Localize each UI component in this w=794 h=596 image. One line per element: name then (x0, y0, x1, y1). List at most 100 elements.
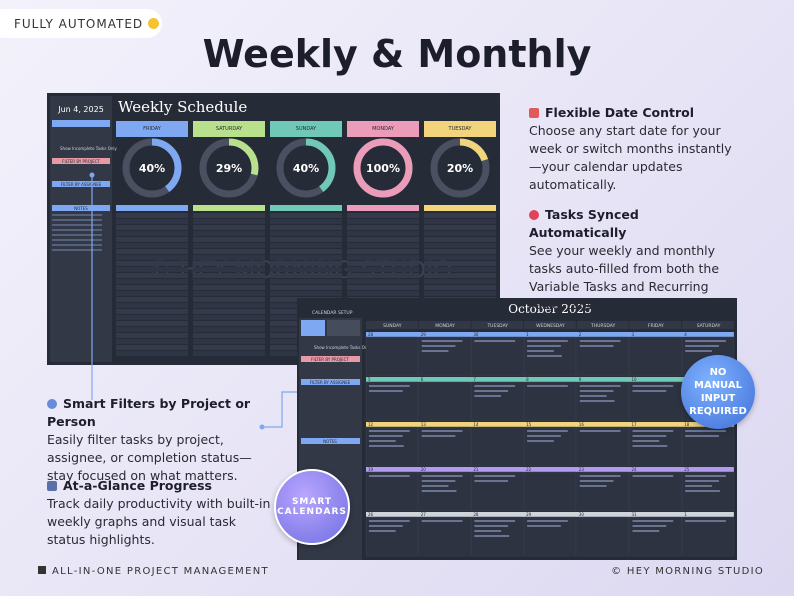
task-row (116, 327, 188, 332)
task-line (369, 440, 396, 442)
task-row (116, 345, 188, 350)
connector-dot (89, 172, 95, 178)
task-line (685, 345, 719, 347)
task-line (685, 340, 726, 342)
task-row (193, 273, 265, 278)
task-row (270, 249, 342, 254)
task-row (116, 219, 188, 224)
weekly-heading: Weekly Schedule (118, 98, 247, 116)
task-line (369, 525, 403, 527)
task-line (579, 430, 621, 432)
day-cell (365, 381, 418, 422)
task-row (270, 231, 342, 236)
day-name: TUESDAY (448, 126, 473, 132)
day-header (270, 121, 342, 137)
task-line (369, 530, 396, 532)
task-row (116, 333, 188, 338)
task-row (193, 279, 265, 284)
setup-box (327, 320, 360, 336)
task-row (116, 261, 188, 266)
weekday-header (471, 321, 524, 329)
weekday-name: SATURDAY (697, 323, 721, 329)
donut-arc (276, 138, 336, 198)
task-line (527, 355, 562, 357)
task-line (527, 385, 568, 387)
note-line (52, 234, 102, 236)
task-row (347, 291, 419, 296)
day-cell (418, 516, 471, 557)
task-row (116, 243, 188, 248)
feature: Flexible Date Control Choose any start da… (529, 104, 739, 194)
task-line (474, 390, 509, 392)
task-row (347, 237, 419, 242)
percent-label: 20% (447, 162, 473, 175)
task-row (193, 303, 265, 308)
task-line (632, 440, 660, 442)
sidebar-label: FILTER BY PROJECT (62, 159, 100, 164)
weekly-screenshot: Jun 4, 2025 Weekly Schedule Show Incompl… (47, 93, 500, 365)
task-row (193, 267, 265, 272)
date-number: 17 (632, 422, 638, 427)
task-row (193, 255, 265, 260)
sidebar-label: FILTER BY PROJECT (311, 357, 349, 362)
task-line (421, 480, 456, 482)
day-cell (576, 516, 629, 557)
task-row (424, 219, 496, 224)
task-row (116, 321, 188, 326)
date-number: 20 (421, 467, 427, 472)
task-row (270, 225, 342, 230)
task-row (116, 285, 188, 290)
task-line (632, 530, 660, 532)
day-cell (629, 471, 682, 512)
task-row (347, 219, 419, 224)
task-line (579, 390, 614, 392)
donut-arc (199, 138, 259, 198)
week-bar (366, 332, 734, 337)
date-number: 25 (684, 467, 690, 472)
task-row (347, 285, 419, 290)
task-line (632, 520, 674, 522)
task-row (424, 255, 496, 260)
task-row (347, 261, 419, 266)
day-cell (576, 426, 629, 467)
task-row (193, 339, 265, 344)
task-row (270, 279, 342, 284)
date-number: 15 (526, 422, 532, 427)
task-row (193, 297, 265, 302)
task-row (193, 351, 265, 356)
week-bar (366, 422, 734, 427)
weekday-header (682, 321, 734, 329)
connector-dot (259, 424, 265, 430)
day-cell (523, 426, 577, 467)
sidebar-label: FILTER BY ASSIGNEE (61, 182, 102, 187)
task-line (421, 435, 456, 437)
day-name: MONDAY (372, 126, 395, 132)
day-name: FRIDAY (143, 126, 162, 132)
task-line (474, 395, 502, 397)
task-row (116, 279, 188, 284)
weekday-header (629, 321, 682, 329)
feature-title: Smart Filters by Project or Person (47, 396, 251, 429)
donut-arc (122, 138, 182, 198)
task-row (270, 213, 342, 218)
task-row (347, 249, 419, 254)
day-cell (471, 471, 524, 512)
task-line (369, 435, 403, 437)
day-cell (418, 336, 471, 377)
date-number: 29 (526, 512, 532, 517)
task-line (527, 440, 554, 442)
task-line (579, 385, 621, 387)
task-row (193, 315, 265, 320)
task-line (527, 350, 554, 352)
task-row (116, 231, 188, 236)
task-row (270, 273, 342, 278)
date-number: 28 (473, 512, 479, 517)
sidebar-label: Show Incomplete Tasks Only (60, 146, 118, 151)
task-line (421, 520, 463, 522)
date-number: 18 (684, 422, 690, 427)
date-number: 26 (368, 512, 374, 517)
day-header (193, 121, 265, 137)
task-line (369, 390, 403, 392)
donut-arc (353, 138, 413, 198)
weekday-header (524, 321, 576, 329)
